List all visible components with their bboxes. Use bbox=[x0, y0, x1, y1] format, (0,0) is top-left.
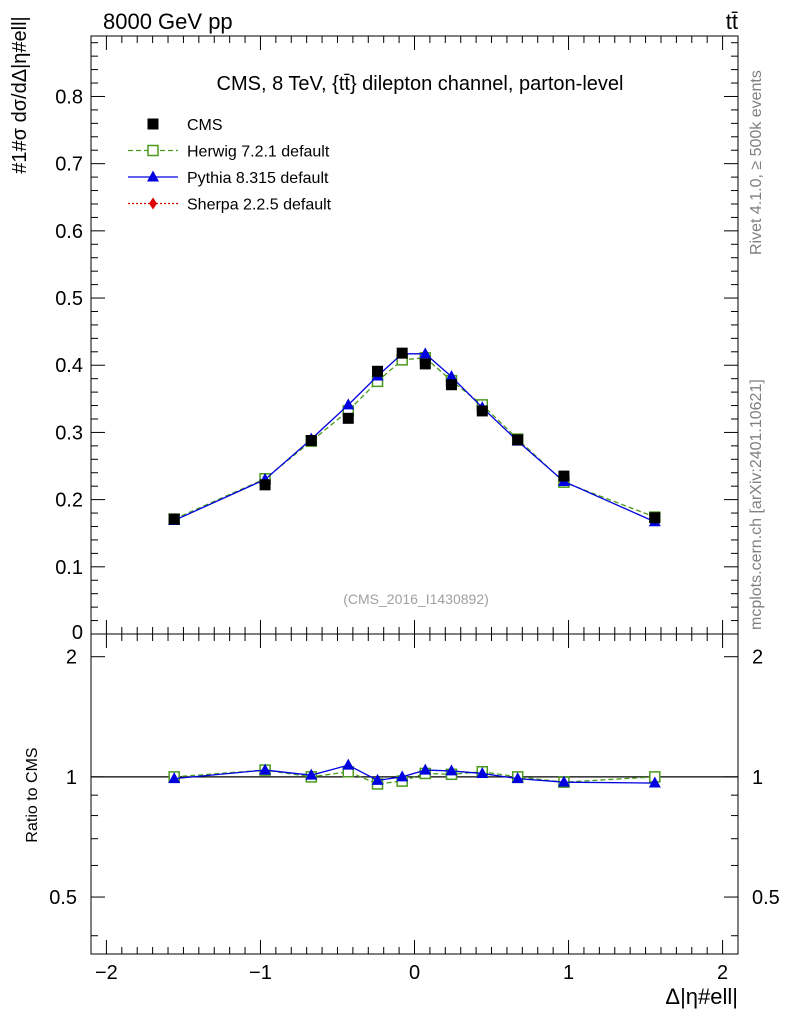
data-point bbox=[558, 470, 570, 482]
y-tick-label: 0.8 bbox=[55, 86, 83, 108]
data-point bbox=[419, 358, 431, 370]
data-point bbox=[419, 347, 432, 359]
ratio-tick-label: 0.5 bbox=[49, 887, 77, 909]
ratio-tick-label: 2 bbox=[752, 647, 763, 669]
chart-title: CMS, 8 TeV, {tt̄} dilepton channel, part… bbox=[217, 73, 624, 95]
ratio-point bbox=[476, 766, 489, 778]
ratio-tick-label: 2 bbox=[66, 647, 77, 669]
legend-marker bbox=[147, 144, 159, 157]
x-tick-label: 2 bbox=[717, 962, 728, 984]
series-0 bbox=[168, 347, 661, 525]
ratio-point bbox=[396, 770, 409, 782]
y-tick-label: 0.3 bbox=[55, 422, 83, 444]
analysis-watermark: (CMS_2016_I1430892) bbox=[343, 591, 489, 607]
ratio-line bbox=[174, 764, 655, 784]
rivet-version-text: Rivet 4.1.0, ≥ 500k events bbox=[748, 70, 765, 255]
ratio-tick-label: 1 bbox=[66, 767, 77, 789]
data-point bbox=[259, 479, 271, 491]
y-tick-label: 0.4 bbox=[55, 355, 83, 377]
legend-marker bbox=[147, 170, 159, 182]
x-axis-label: Δ|η#ell| bbox=[665, 984, 738, 1009]
data-point bbox=[396, 347, 408, 359]
legend: CMS Herwig 7.2.1 default Pythia 8.315 defa… bbox=[128, 117, 332, 214]
y-tick-label: 0.2 bbox=[55, 490, 83, 512]
legend-marker bbox=[147, 118, 159, 130]
ratio-point bbox=[259, 763, 272, 775]
series-2 bbox=[168, 347, 661, 527]
ratio-tick-label: 1 bbox=[752, 767, 763, 789]
header-left: 8000 GeV pp bbox=[103, 9, 233, 34]
legend-entry: Herwig 7.2.1 default bbox=[128, 144, 330, 161]
ratio-point bbox=[168, 772, 181, 784]
legend-label: Sherpa 2.2.5 default bbox=[187, 197, 332, 214]
ratio-panel: 0.5 0.5 1 1 2 2 Ratio to CMS bbox=[24, 633, 780, 955]
series-1 bbox=[168, 352, 661, 525]
ratio-point bbox=[342, 758, 355, 770]
y-tick-label: 0 bbox=[72, 622, 83, 644]
legend-marker bbox=[149, 197, 157, 210]
data-point bbox=[372, 365, 384, 377]
data-point bbox=[445, 370, 458, 382]
data-point bbox=[342, 398, 355, 410]
header-right: tt̄ bbox=[726, 9, 738, 34]
ratio-point bbox=[419, 763, 432, 775]
ratio-series-pythia bbox=[168, 758, 661, 788]
legend-label: CMS bbox=[187, 117, 223, 134]
y-tick-label: 0.1 bbox=[55, 557, 83, 579]
legend-entry: Sherpa 2.2.5 default bbox=[128, 197, 332, 214]
ratio-point bbox=[305, 768, 318, 780]
legend-label: Pythia 8.315 default bbox=[187, 170, 329, 187]
y-tick-label: 0.7 bbox=[55, 154, 83, 176]
data-point bbox=[168, 513, 180, 525]
data-point bbox=[649, 512, 661, 524]
ratio-y-axis-label: Ratio to CMS bbox=[24, 747, 41, 842]
ratio-point bbox=[371, 773, 384, 785]
y-tick-label: 0.6 bbox=[55, 221, 83, 243]
data-point bbox=[305, 434, 317, 446]
y-axis-label: #1#σ dσ/dΔ|η#ell| bbox=[9, 16, 31, 173]
ratio-point bbox=[511, 772, 524, 784]
ratio-line bbox=[174, 769, 655, 785]
series-line bbox=[173, 353, 656, 523]
data-point bbox=[445, 379, 457, 391]
y-tick-label: 0.5 bbox=[55, 288, 83, 310]
mcplots-text: mcplots.cern.ch [arXiv:2401.10621] bbox=[748, 379, 765, 630]
legend-entry: CMS bbox=[147, 117, 223, 134]
ratio-point bbox=[445, 764, 458, 776]
x-tick-label: −1 bbox=[249, 962, 272, 984]
main-panel: 0.1 0.2 0.3 0.4 0.5 0.6 0.7 0.8 0 CMS, 8 TeV, {t… bbox=[9, 16, 739, 644]
x-tick-label: 1 bbox=[563, 962, 574, 984]
legend-label: Herwig 7.2.1 default bbox=[187, 144, 330, 161]
ratio-point bbox=[557, 775, 570, 787]
data-point bbox=[512, 434, 524, 446]
x-tick-label: −2 bbox=[95, 962, 118, 984]
series-line bbox=[173, 357, 656, 520]
legend-entry: Pythia 8.315 default bbox=[128, 170, 329, 187]
data-point bbox=[476, 405, 488, 417]
ratio-tick-label: 0.5 bbox=[752, 887, 780, 909]
x-tick-label: 0 bbox=[409, 962, 420, 984]
data-point bbox=[342, 412, 354, 424]
ratio-point bbox=[648, 776, 661, 788]
